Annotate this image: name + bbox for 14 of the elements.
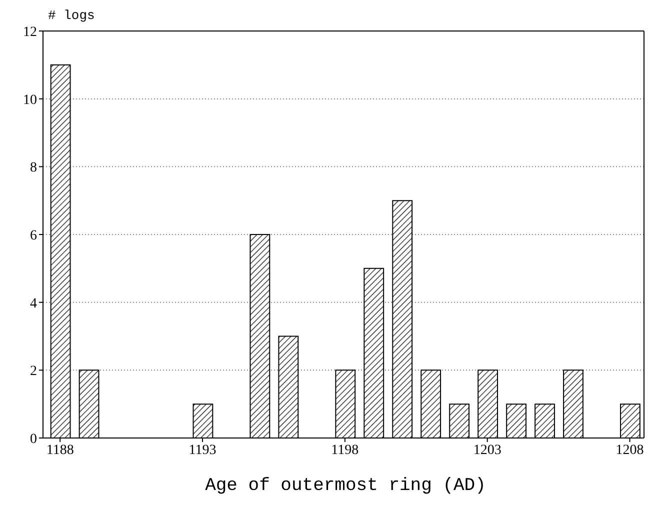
- y-axis-title: # logs: [48, 8, 95, 24]
- x-tick-label: 1208: [616, 442, 644, 458]
- x-tick-label: 1188: [46, 442, 74, 458]
- y-tick-label: 8: [30, 160, 37, 176]
- y-tick-label: 12: [23, 24, 37, 40]
- y-tick-label: 10: [23, 92, 37, 108]
- x-tick-label: 1198: [331, 442, 359, 458]
- y-tick-label: 4: [30, 296, 37, 312]
- x-tick-label: 1203: [473, 442, 502, 458]
- y-tick-label: 2: [30, 364, 37, 380]
- y-tick-label: 6: [30, 228, 37, 244]
- x-tick-label: 1193: [188, 442, 216, 458]
- x-axis-title: Age of outermost ring (AD): [204, 476, 487, 496]
- y-tick-label: 0: [30, 432, 37, 447]
